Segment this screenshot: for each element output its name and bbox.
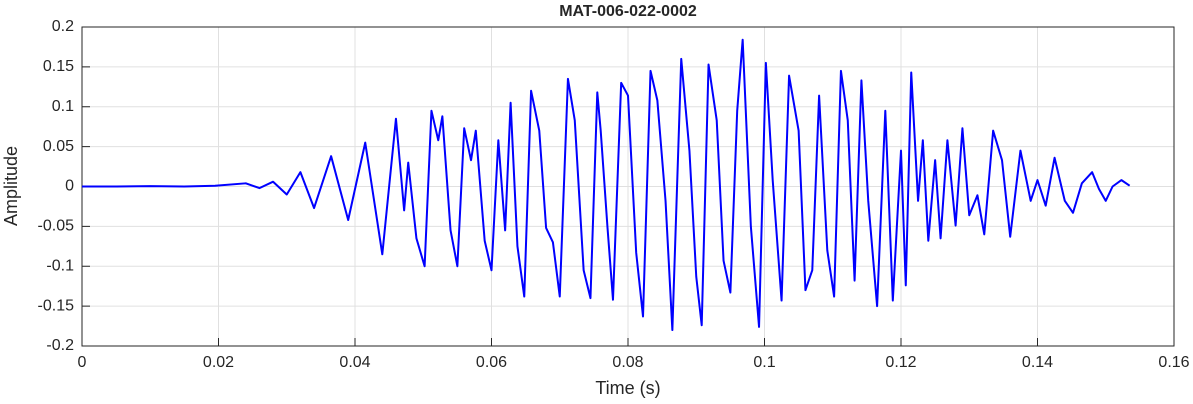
y-tick-label: -0.15 (38, 297, 75, 314)
y-tick-label: 0 (65, 178, 74, 195)
x-tick-label: 0.12 (885, 354, 916, 371)
y-axis-label: Amplitude (1, 146, 21, 226)
x-tick-label: 0.16 (1158, 354, 1189, 371)
x-tick-label: 0.1 (753, 354, 775, 371)
x-tick-label: 0.06 (476, 354, 507, 371)
chart-title: MAT-006-022-0002 (559, 3, 697, 20)
y-tick-label: -0.05 (38, 218, 75, 235)
signal-line (82, 38, 1131, 332)
y-tick-label: 0.2 (52, 18, 74, 35)
y-tick-label: 0.05 (43, 138, 74, 155)
y-tick-label: 0.1 (52, 98, 74, 115)
y-tick-label: -0.2 (46, 337, 74, 354)
y-tick-label: -0.1 (46, 257, 74, 274)
x-tick-label: 0.04 (339, 354, 370, 371)
x-axis-label: Time (s) (595, 378, 660, 398)
y-tick-label: 0.15 (43, 58, 74, 75)
x-tick-label: 0.02 (203, 354, 234, 371)
x-tick-label: 0 (78, 354, 87, 371)
x-tick-label: 0.08 (612, 354, 643, 371)
x-tick-label: 0.14 (1022, 354, 1053, 371)
